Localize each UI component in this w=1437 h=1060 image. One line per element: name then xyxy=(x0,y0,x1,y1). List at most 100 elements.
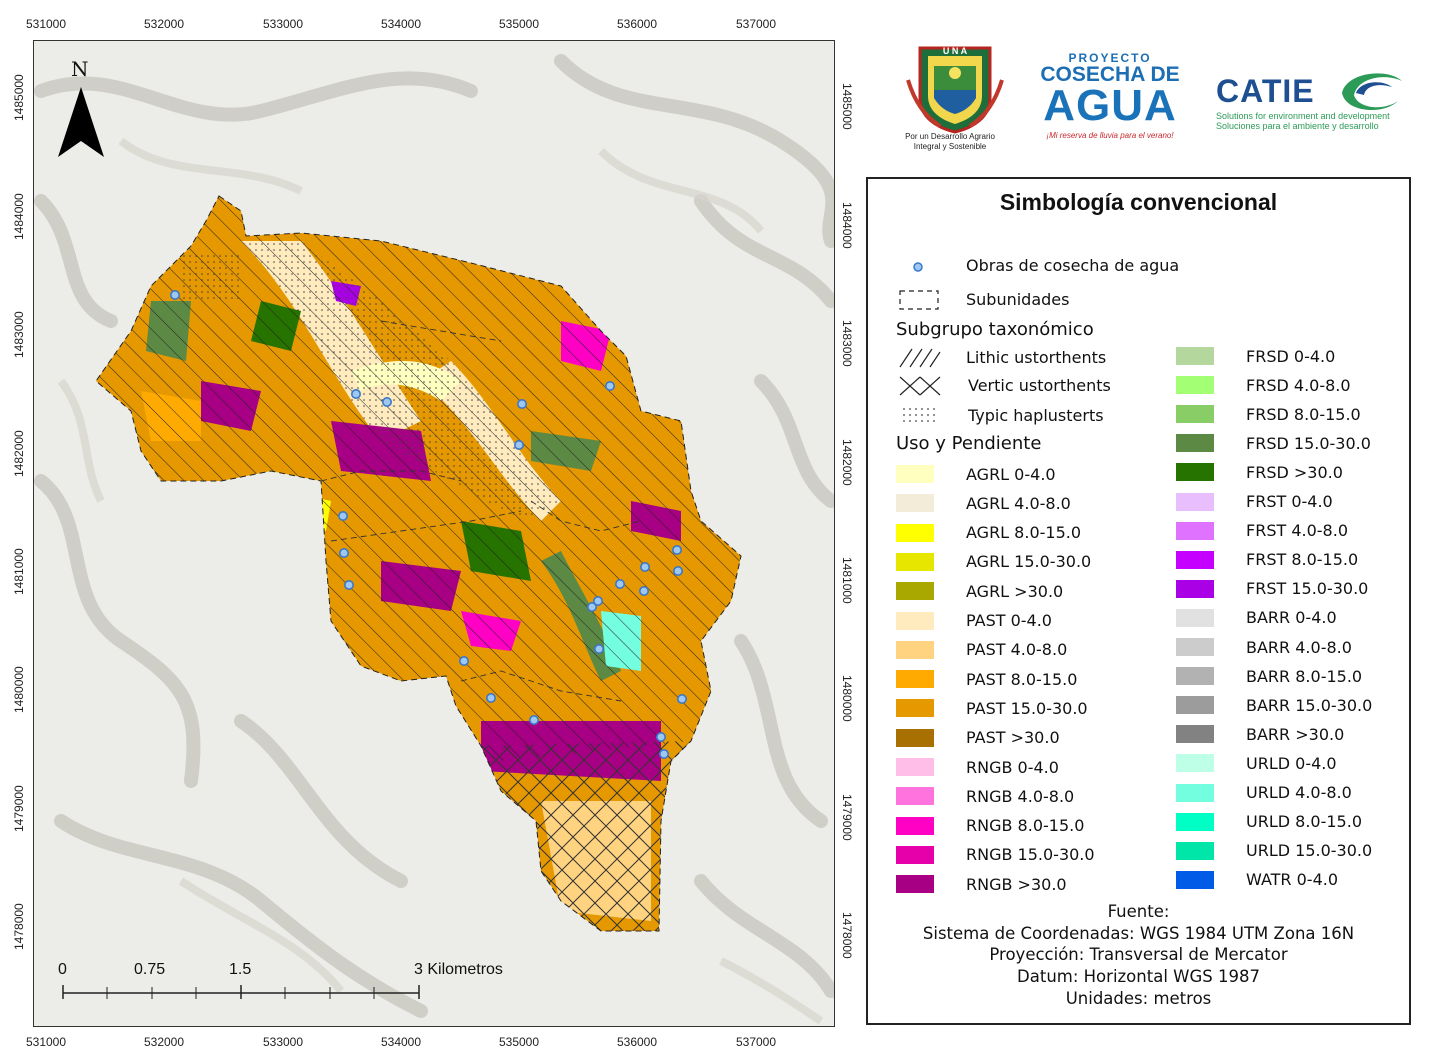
legend-typic-label: Typic haplusterts xyxy=(968,406,1104,425)
water-harvest-point[interactable] xyxy=(338,547,349,558)
water-harvest-point[interactable] xyxy=(586,601,597,612)
catie-logo: CATIE Solutions for environment and deve… xyxy=(1216,65,1416,135)
map-canvas[interactable] xyxy=(34,41,834,1026)
x-tick-label: 534000 xyxy=(380,17,422,31)
water-harvest-points[interactable] xyxy=(170,289,687,759)
y-tick-label: 1478000 xyxy=(840,912,854,959)
scale-label: 1.5 xyxy=(229,961,252,978)
y-tick-label: 1482000 xyxy=(840,439,854,486)
legend-swatch xyxy=(896,465,934,483)
legend-item: URLD 4.0-8.0 xyxy=(1176,782,1352,804)
y-tick-label: 1485000 xyxy=(840,83,854,130)
water-harvest-point[interactable] xyxy=(350,388,361,399)
legend-swatch xyxy=(896,728,934,747)
legend-item-label: FRSD 15.0-30.0 xyxy=(1246,433,1371,453)
water-harvest-point[interactable] xyxy=(676,693,687,704)
legend-swatch xyxy=(1176,812,1214,831)
water-harvest-point[interactable] xyxy=(513,439,524,450)
source-block: Fuente: Sistema de Coordenadas: WGS 1984… xyxy=(868,901,1409,1010)
catie-name: CATIE xyxy=(1216,73,1315,109)
water-harvest-point[interactable] xyxy=(337,510,348,521)
legend-item: WATR 0-4.0 xyxy=(1176,869,1338,891)
legend-item-label: AGRL 8.0-15.0 xyxy=(966,523,1082,543)
legend-item-label: BARR 0-4.0 xyxy=(1246,608,1337,628)
legend-item-label: FRST 8.0-15.0 xyxy=(1246,550,1359,570)
soil-overlay xyxy=(96,196,741,931)
y-tick-label: 1480000 xyxy=(12,666,26,713)
catie-subtitle: Solutions for environment and developmen… xyxy=(1216,111,1416,131)
y-tick-label: 1485000 xyxy=(12,74,26,121)
legend-title: Simbología convencional xyxy=(999,189,1278,215)
water-harvest-point[interactable] xyxy=(485,692,496,703)
una-text: U N A xyxy=(942,46,968,56)
north-arrow-icon xyxy=(58,87,104,157)
map-frame[interactable]: N 0 0.75 1.5 3 Kilometros xyxy=(33,40,835,1027)
y-tick-label: 1480000 xyxy=(840,675,854,722)
legend-item: FRSD >30.0 xyxy=(1176,461,1343,483)
source-line: Unidades: metros xyxy=(1065,988,1212,1008)
water-harvest-point[interactable] xyxy=(614,578,625,589)
legend-item-label: URLD 0-4.0 xyxy=(1246,753,1337,773)
legend-swatch xyxy=(1176,463,1214,482)
legend-item-label: BARR >30.0 xyxy=(1246,724,1345,744)
legend-swatch xyxy=(1176,347,1214,365)
water-harvest-point[interactable] xyxy=(592,595,603,606)
water-harvest-point[interactable] xyxy=(639,561,650,572)
legend-item-label: FRSD >30.0 xyxy=(1246,462,1343,482)
water-harvest-point[interactable] xyxy=(655,731,666,742)
legend-item-label: FRST 0-4.0 xyxy=(1246,492,1333,511)
water-harvest-point[interactable] xyxy=(343,579,354,590)
legend-item-label: AGRL 4.0-8.0 xyxy=(966,493,1071,513)
x-tick-label: 534000 xyxy=(380,1035,422,1049)
water-harvest-point[interactable] xyxy=(658,748,669,759)
legend-item: FRSD 0-4.0 xyxy=(1176,345,1335,367)
legend-lithic-label: Lithic ustorthents xyxy=(966,348,1107,367)
water-harvest-point[interactable] xyxy=(381,396,392,407)
legend-item: FRST 4.0-8.0 xyxy=(1176,520,1348,542)
water-point-icon xyxy=(913,262,923,272)
legend-panel: Simbología convencional Obras de cosecha… xyxy=(866,177,1411,1025)
scale-label: 3 Kilometros xyxy=(414,961,503,978)
logos-bar: U N A Por un Desarrollo Agrario Integral… xyxy=(880,40,1420,160)
water-harvest-point[interactable] xyxy=(638,585,649,596)
water-harvest-point[interactable] xyxy=(458,655,469,666)
scale-label: 0.75 xyxy=(134,961,166,978)
y-tick-label: 1483000 xyxy=(12,311,26,358)
water-harvest-point[interactable] xyxy=(604,380,615,391)
legend-swatch xyxy=(1176,638,1214,656)
legend-swatch xyxy=(896,845,934,864)
una-caption-line: Integral y Sostenible xyxy=(913,142,987,151)
water-harvest-point[interactable] xyxy=(516,398,527,409)
water-harvest-point[interactable] xyxy=(170,289,181,300)
legend-item: URLD 15.0-30.0 xyxy=(1176,840,1372,862)
catie-swoosh-icon xyxy=(1342,73,1402,111)
legend-item-label: BARR 4.0-8.0 xyxy=(1246,637,1352,657)
subunit-boundaries xyxy=(320,320,642,702)
cosecha-title-text: COSECHA DE xyxy=(1040,63,1180,86)
una-logo: U N A xyxy=(900,40,1010,155)
legend-item-label: PAST >30.0 xyxy=(966,728,1060,748)
water-harvest-point[interactable] xyxy=(672,565,683,576)
water-harvest-point[interactable] xyxy=(593,643,604,654)
legend-swatch xyxy=(1176,725,1214,744)
water-harvest-point[interactable] xyxy=(528,714,539,725)
lithic-hatch-icon xyxy=(899,348,941,368)
y-tick-label: 1479000 xyxy=(12,785,26,832)
legend-item: RNGB 15.0-30.0 xyxy=(896,844,1095,866)
legend-swatch xyxy=(1176,550,1214,569)
basin-boundary[interactable] xyxy=(95,195,742,932)
x-tick-label: 536000 xyxy=(616,17,658,31)
scale-bar xyxy=(62,985,420,999)
legend-swatch xyxy=(1176,667,1214,686)
legend-item-label: FRSD 8.0-15.0 xyxy=(1246,404,1361,424)
legend-item: FRST 0-4.0 xyxy=(1176,491,1333,513)
water-harvest-point[interactable] xyxy=(671,544,682,555)
y-tick-label: 1483000 xyxy=(840,320,854,367)
legend-item-label: PAST 8.0-15.0 xyxy=(966,669,1078,689)
x-tick-label: 537000 xyxy=(735,1035,777,1049)
legend-item: AGRL 0-4.0 xyxy=(896,463,1056,485)
legend-swatch xyxy=(896,582,934,601)
legend-swatch xyxy=(1176,376,1214,395)
y-tick-label: 1484000 xyxy=(12,193,26,240)
legend-swatch xyxy=(896,494,934,513)
